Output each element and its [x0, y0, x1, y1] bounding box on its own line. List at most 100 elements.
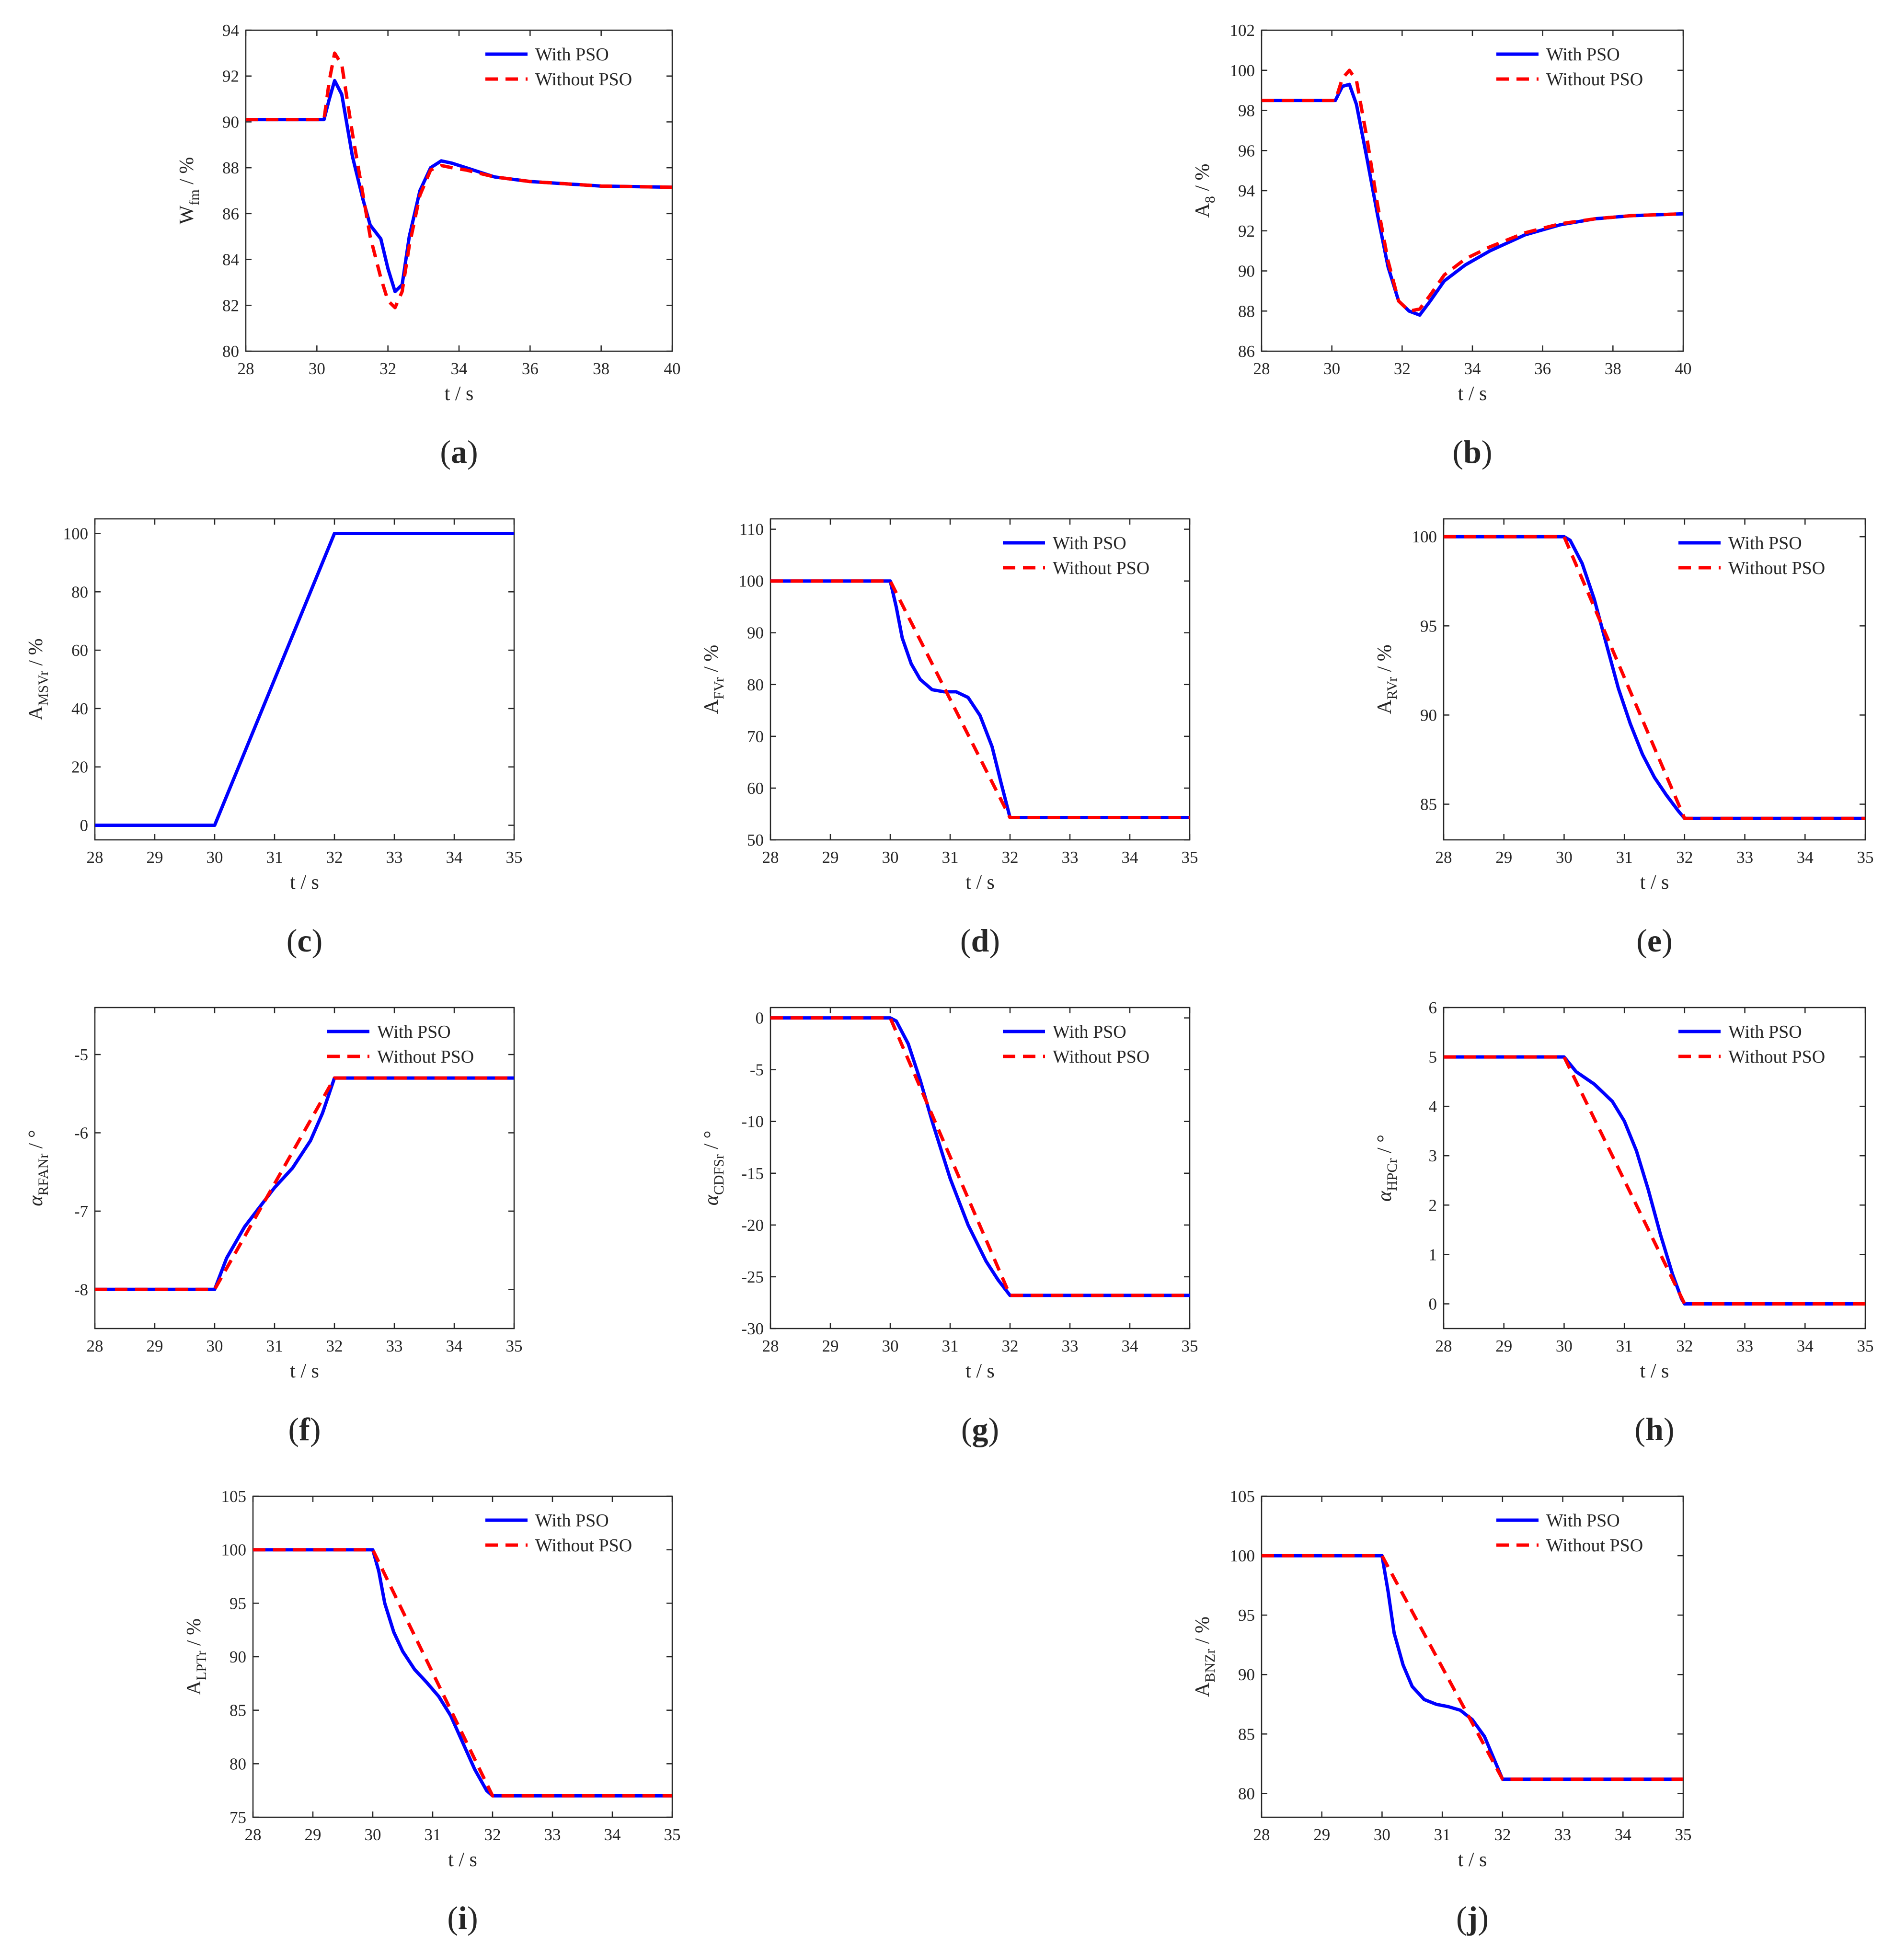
y-label-main: α [25, 1195, 47, 1206]
y-tick-label: 80 [230, 1754, 246, 1773]
y-tick-label: -25 [741, 1268, 764, 1286]
y-tick-label: 75 [230, 1808, 246, 1827]
series-with-pso [1444, 535, 1865, 820]
x-tick-label: 32 [1394, 359, 1411, 378]
panel-label-open: ( [288, 1411, 299, 1447]
panel-label-open: ( [447, 1900, 458, 1936]
x-tick-label: 29 [822, 848, 839, 867]
y-tick-label: 88 [222, 159, 239, 177]
y-label-sub: fm [186, 189, 202, 205]
x-tick-label: 38 [1605, 359, 1621, 378]
y-tick-label: -30 [741, 1319, 764, 1338]
y-tick-label: 90 [222, 113, 239, 131]
panel-label-letter: f [299, 1411, 310, 1447]
panel-label: (f) [288, 1411, 321, 1447]
y-tick-label: 0 [1429, 1295, 1437, 1313]
y-tick-label: 80 [222, 342, 239, 361]
y-tick-label: 95 [230, 1594, 246, 1613]
y-tick-label: 82 [222, 296, 239, 315]
x-axis-label: t / s [1640, 871, 1669, 894]
y-tick-label: 98 [1238, 102, 1255, 120]
y-tick-label: 100 [1412, 527, 1437, 546]
y-tick-label: 105 [221, 1487, 247, 1506]
legend-label-without: Without PSO [535, 1536, 632, 1556]
x-tick-label: 33 [1736, 1337, 1753, 1355]
y-label-sub: LPTr [194, 1651, 209, 1681]
x-tick-label: 34 [1615, 1825, 1631, 1844]
y-tick-label: 90 [747, 624, 764, 642]
y-tick-label: 95 [1420, 617, 1437, 635]
y-tick-label: 86 [1238, 342, 1255, 361]
panel-label-letter: d [971, 922, 989, 959]
x-tick-label: 33 [1554, 1825, 1571, 1844]
panel-label-close: ) [1482, 434, 1493, 470]
y-label-main: α [1374, 1191, 1396, 1202]
panel-label-letter: b [1463, 434, 1482, 470]
series-without-pso [95, 1076, 514, 1291]
legend-label-with: With PSO [1546, 45, 1620, 65]
x-tick-label: 36 [522, 359, 539, 378]
y-tick-label: 1 [1429, 1245, 1437, 1264]
x-axis-label: t / s [1458, 383, 1487, 405]
y-tick-label: 5 [1429, 1048, 1437, 1066]
y-axis-label: αCDFSr / ° [701, 1131, 727, 1206]
panel-label-close: ) [1662, 922, 1673, 959]
y-tick-label: 40 [71, 699, 88, 718]
legend-label-with: With PSO [1053, 533, 1126, 553]
y-tick-label: 95 [1238, 1606, 1255, 1625]
x-tick-label: 33 [386, 1337, 403, 1355]
y-label-main: A [25, 706, 47, 721]
axes-frame [245, 29, 673, 352]
panel-label: (c) [287, 922, 323, 959]
y-tick-label: 90 [1420, 706, 1437, 724]
legend: With PSO Without PSO [1003, 533, 1149, 578]
x-tick-label: 28 [1253, 1825, 1270, 1844]
series-without-pso [770, 579, 1190, 819]
panel-d: 28 29 30 31 32 33 34 35 50 60 70 80 90 100 110 With PSO… [701, 518, 1198, 959]
x-tick-label: 28 [1436, 1337, 1452, 1355]
x-tick-label: 30 [309, 359, 325, 378]
x-tick-label: 32 [1002, 848, 1019, 867]
legend: With PSO Without PSO [327, 1022, 474, 1067]
x-tick-label: 35 [506, 848, 523, 867]
panel-label-open: ( [1456, 1900, 1467, 1936]
x-tick-label: 31 [1616, 1337, 1633, 1355]
panel-label-open: ( [961, 1411, 972, 1447]
x-tick-label: 34 [1464, 359, 1481, 378]
x-tick-label: 31 [1616, 848, 1633, 867]
x-tick-label: 30 [1323, 359, 1340, 378]
panel-label-close: ) [1478, 1900, 1489, 1936]
legend-label-with: With PSO [1546, 1511, 1620, 1531]
y-tick-label: 110 [739, 520, 764, 539]
y-label-unit: / ° [1374, 1135, 1396, 1158]
x-tick-label: 34 [1122, 848, 1138, 867]
y-tick-label: 86 [222, 205, 239, 223]
x-axis-label: t / s [1640, 1360, 1669, 1382]
y-tick-label: 100 [221, 1541, 247, 1559]
y-tick-label: 6 [1429, 998, 1437, 1017]
y-tick-label: 70 [747, 727, 764, 746]
x-tick-label: 32 [1676, 1337, 1693, 1355]
series-with-pso [95, 1076, 514, 1291]
legend-label-with: With PSO [535, 1511, 609, 1531]
y-tick-label: 96 [1238, 141, 1255, 160]
series-with-pso [253, 1548, 672, 1798]
x-tick-label: 29 [147, 1337, 163, 1355]
y-label-sub: RVr [1384, 677, 1400, 699]
panel-e: 28 29 30 31 32 33 34 35 85 90 95 100 With PSO Without… [1374, 518, 1874, 959]
legend: With PSO Without PSO [1678, 533, 1825, 578]
panel-label-close: ) [1664, 1411, 1675, 1447]
panel-label-close: ) [989, 922, 1000, 959]
x-tick-label: 32 [1002, 1337, 1019, 1355]
legend-label-without: Without PSO [1728, 1047, 1825, 1067]
panel-label-close: ) [312, 922, 323, 959]
y-tick-label: 60 [747, 779, 764, 798]
x-tick-label: 40 [1675, 359, 1692, 378]
y-tick-label: -20 [741, 1216, 764, 1235]
y-tick-label: 60 [71, 641, 88, 660]
x-tick-label: 32 [484, 1825, 501, 1844]
y-tick-label: -7 [74, 1202, 88, 1221]
x-tick-label: 34 [1122, 1337, 1138, 1355]
